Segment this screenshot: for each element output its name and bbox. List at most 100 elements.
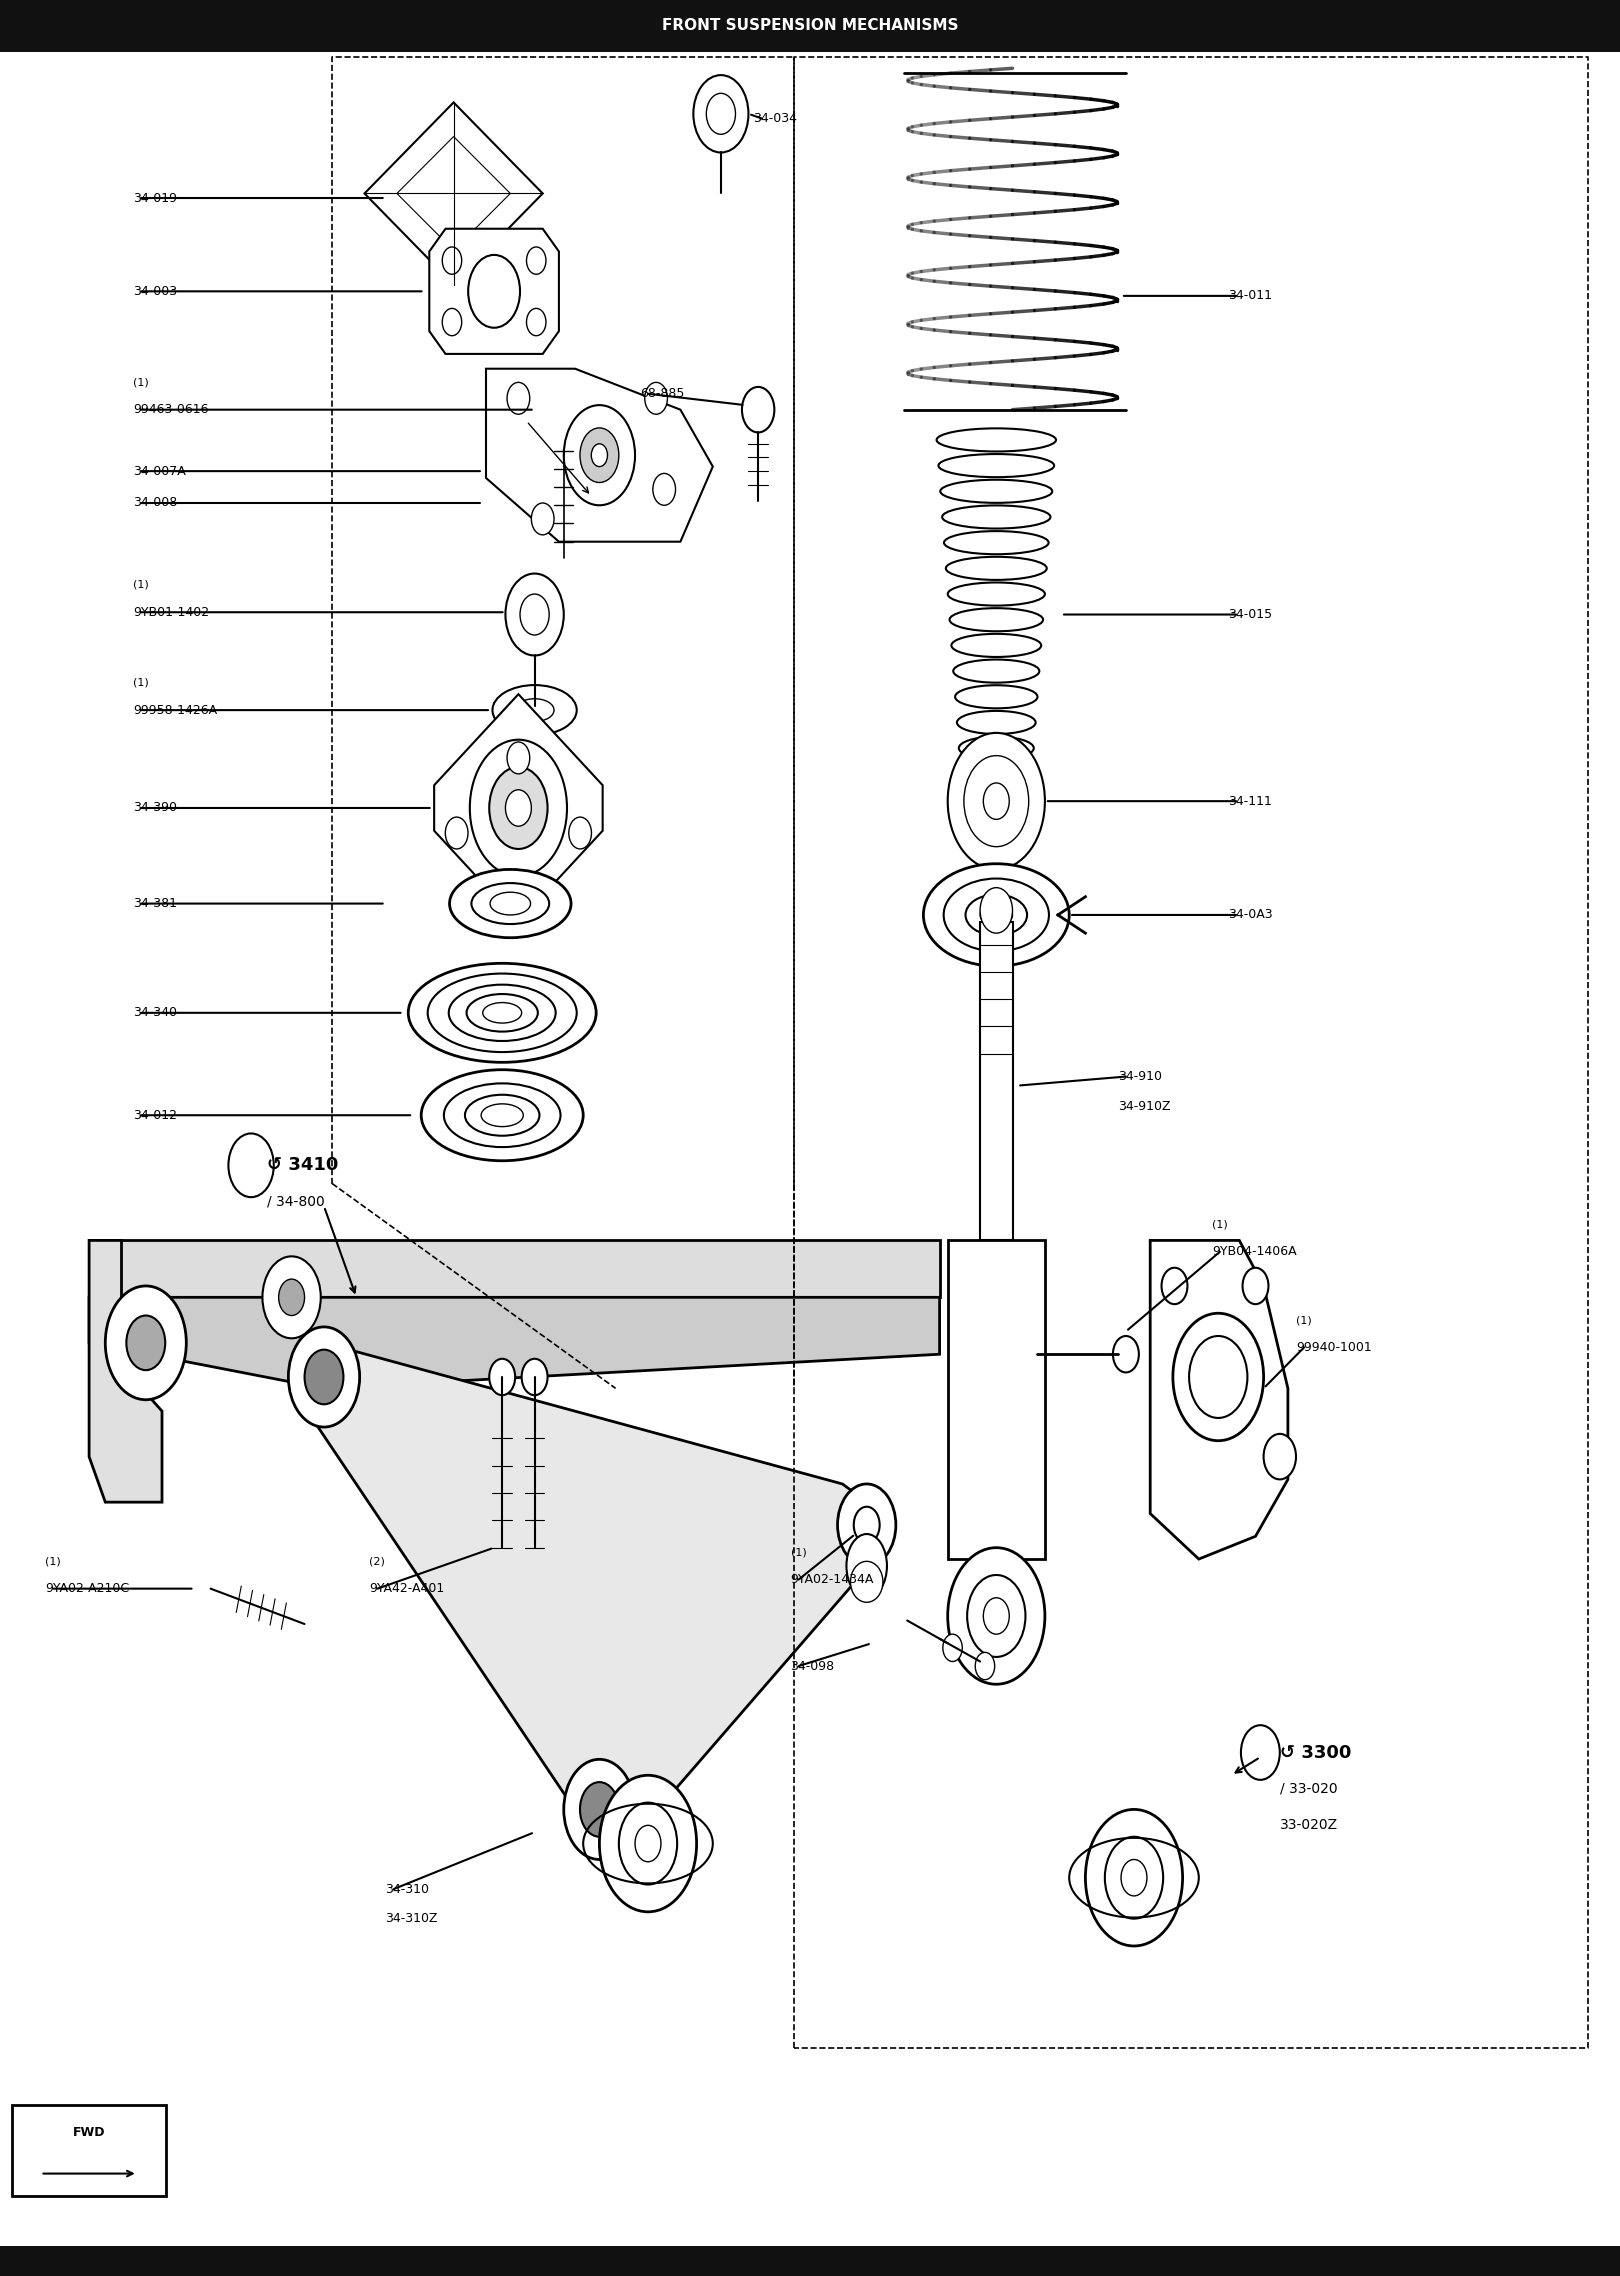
Circle shape [1105, 1837, 1163, 1919]
Ellipse shape [846, 1534, 888, 1598]
Ellipse shape [850, 1561, 883, 1602]
Text: 9YB04-1406A: 9YB04-1406A [1212, 1245, 1296, 1259]
Text: (2): (2) [369, 1557, 386, 1566]
Text: 34-390: 34-390 [133, 801, 177, 815]
Text: 68-885: 68-885 [640, 387, 684, 401]
Text: 34-0A3: 34-0A3 [1228, 908, 1273, 922]
Text: (1): (1) [133, 580, 149, 589]
Circle shape [507, 742, 530, 774]
Circle shape [564, 405, 635, 505]
Text: 34-012: 34-012 [133, 1108, 177, 1122]
Text: 34-340: 34-340 [133, 1006, 177, 1020]
Ellipse shape [515, 699, 554, 721]
Circle shape [635, 1825, 661, 1862]
Circle shape [520, 594, 549, 635]
Circle shape [489, 1359, 515, 1395]
Circle shape [531, 503, 554, 535]
Text: (1): (1) [133, 678, 149, 687]
Circle shape [619, 1803, 677, 1885]
Circle shape [442, 248, 462, 275]
Circle shape [126, 1316, 165, 1370]
Text: 34-098: 34-098 [791, 1659, 834, 1673]
Ellipse shape [946, 558, 1047, 580]
Text: 33-020Z: 33-020Z [1280, 1819, 1338, 1832]
Circle shape [645, 382, 667, 414]
Ellipse shape [449, 986, 556, 1040]
Text: 34-111: 34-111 [1228, 794, 1272, 808]
Text: 34-034: 34-034 [753, 112, 797, 125]
Text: 34-310Z: 34-310Z [386, 1912, 437, 1925]
Circle shape [505, 790, 531, 826]
Circle shape [526, 248, 546, 275]
Text: 99463-0616: 99463-0616 [133, 403, 209, 417]
Polygon shape [89, 1240, 940, 1297]
Text: 99958-1426A: 99958-1426A [133, 703, 217, 717]
Text: / 33-020: / 33-020 [1280, 1782, 1338, 1796]
Text: 9YA02-1434A: 9YA02-1434A [791, 1573, 873, 1586]
Circle shape [564, 1759, 635, 1859]
Circle shape [489, 767, 548, 849]
Ellipse shape [467, 995, 538, 1031]
Polygon shape [300, 1343, 883, 1821]
Ellipse shape [944, 530, 1048, 555]
Text: 34-310: 34-310 [386, 1882, 429, 1896]
Circle shape [505, 574, 564, 655]
Ellipse shape [428, 974, 577, 1052]
Text: 9YA42-A401: 9YA42-A401 [369, 1582, 444, 1595]
Circle shape [983, 1598, 1009, 1634]
Circle shape [522, 1359, 548, 1395]
Text: 34-007A: 34-007A [133, 464, 186, 478]
Text: 34-003: 34-003 [133, 284, 177, 298]
Text: ↺ 3300: ↺ 3300 [1280, 1743, 1351, 1762]
Ellipse shape [943, 505, 1050, 528]
Circle shape [975, 1652, 995, 1680]
Circle shape [1121, 1859, 1147, 1896]
Circle shape [964, 756, 1029, 847]
Polygon shape [434, 694, 603, 922]
Circle shape [591, 444, 608, 467]
Text: (1): (1) [1212, 1220, 1228, 1229]
Circle shape [980, 888, 1012, 933]
Circle shape [653, 473, 676, 505]
Text: 34-910Z: 34-910Z [1118, 1099, 1170, 1113]
Circle shape [1189, 1336, 1247, 1418]
Bar [0, 2246, 1620, 2276]
Circle shape [943, 1634, 962, 1661]
Circle shape [442, 310, 462, 335]
Circle shape [305, 1350, 343, 1404]
Ellipse shape [956, 685, 1037, 708]
Text: (1): (1) [791, 1548, 807, 1557]
Ellipse shape [465, 1095, 539, 1136]
Ellipse shape [923, 865, 1069, 967]
Circle shape [706, 93, 735, 134]
Circle shape [580, 428, 619, 483]
Polygon shape [1150, 1240, 1288, 1559]
Text: 34-910: 34-910 [1118, 1070, 1162, 1083]
Ellipse shape [940, 480, 1053, 503]
Ellipse shape [483, 1001, 522, 1024]
Circle shape [1113, 1336, 1139, 1372]
Text: / 34-800: / 34-800 [267, 1195, 326, 1209]
Ellipse shape [948, 583, 1045, 605]
Polygon shape [486, 369, 713, 542]
Circle shape [948, 1548, 1045, 1684]
Circle shape [262, 1256, 321, 1338]
Ellipse shape [408, 963, 596, 1063]
Ellipse shape [966, 894, 1027, 935]
Circle shape [468, 255, 520, 328]
Ellipse shape [980, 904, 1012, 926]
Ellipse shape [450, 869, 570, 938]
Circle shape [854, 1507, 880, 1543]
Circle shape [1173, 1313, 1264, 1441]
Text: (1): (1) [1296, 1316, 1312, 1325]
Text: 34-015: 34-015 [1228, 608, 1272, 621]
Polygon shape [429, 230, 559, 353]
Text: 9YB01-1402: 9YB01-1402 [133, 605, 209, 619]
Circle shape [967, 1575, 1025, 1657]
Circle shape [288, 1327, 360, 1427]
Circle shape [279, 1279, 305, 1316]
Ellipse shape [949, 608, 1043, 630]
Ellipse shape [953, 660, 1040, 683]
Circle shape [538, 373, 590, 446]
Text: 34-019: 34-019 [133, 191, 177, 205]
